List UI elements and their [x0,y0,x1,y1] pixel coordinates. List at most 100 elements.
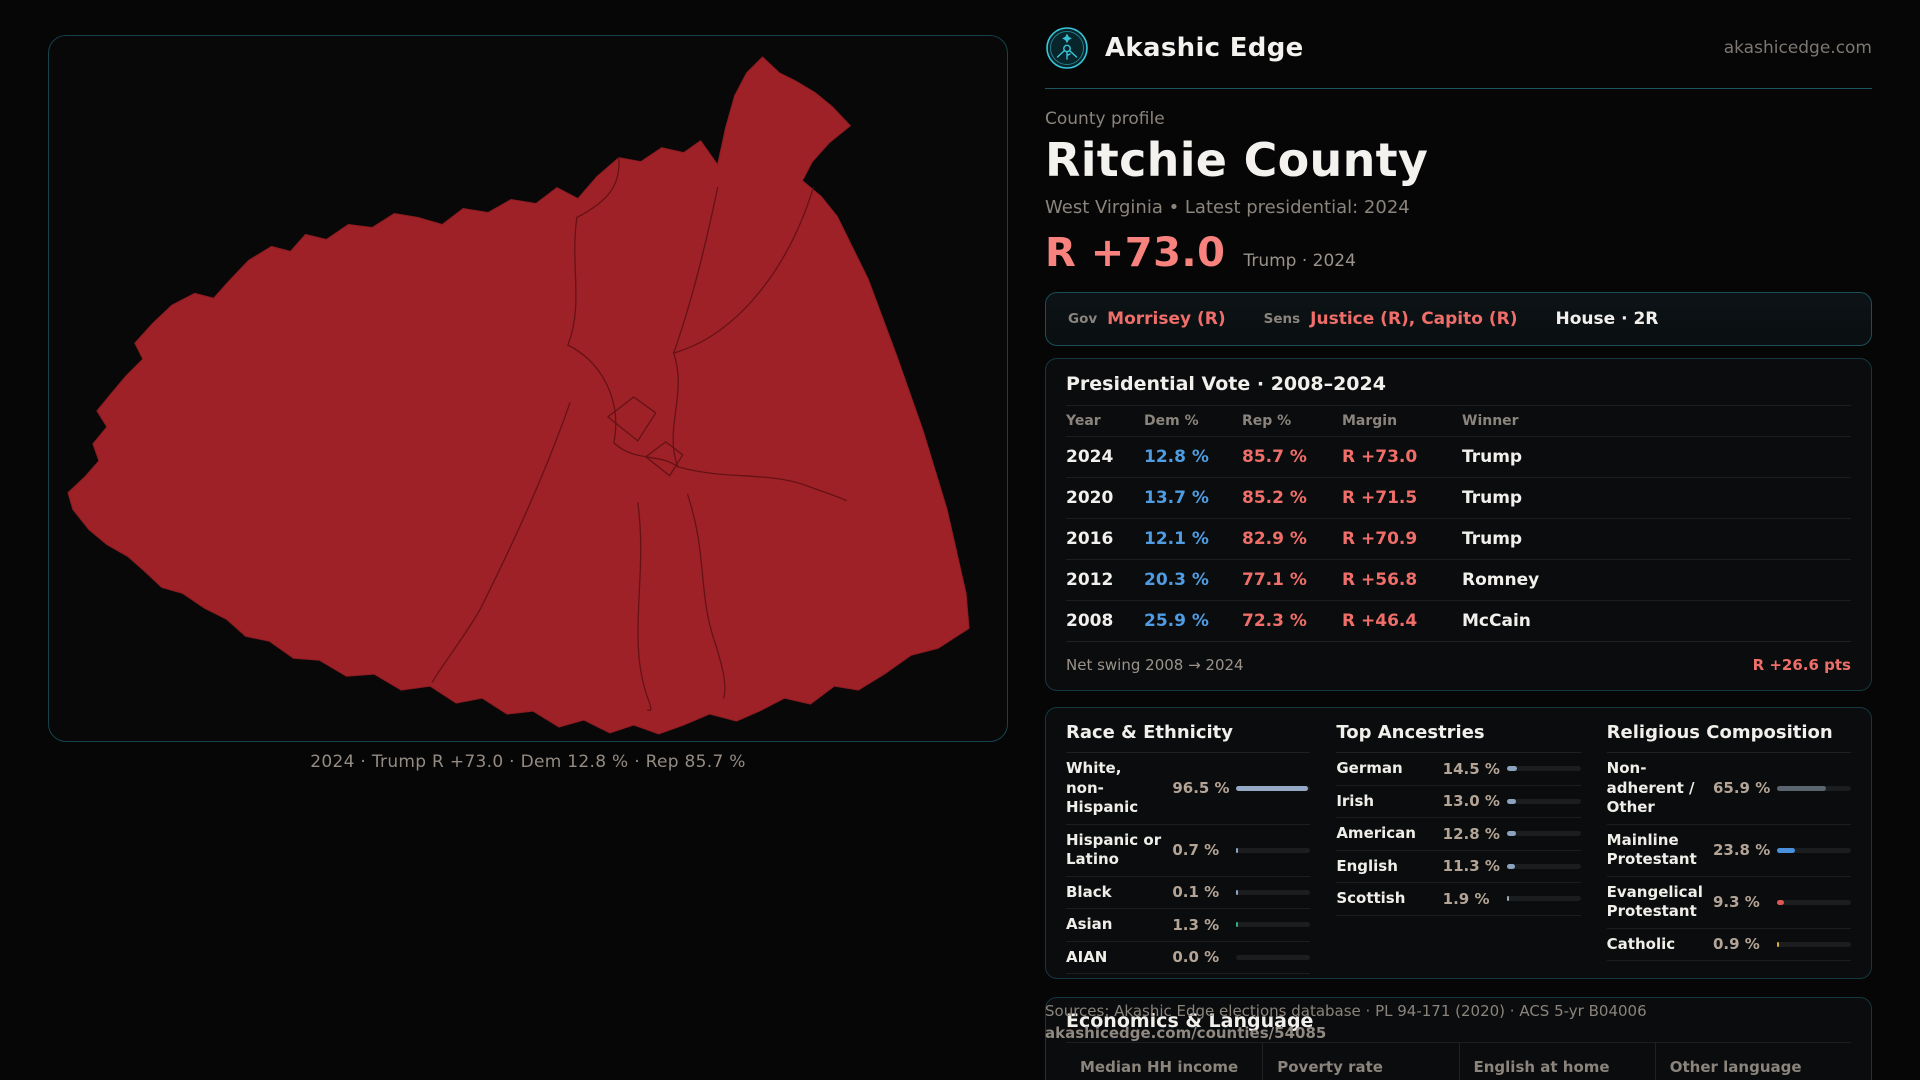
demographics-card: Race & Ethnicity White, non-Hispanic 96.5 … [1045,707,1872,979]
demo-value: 1.9 % [1442,889,1490,908]
stat-bar [1506,831,1581,837]
demo-value: 0.9 % [1712,935,1760,954]
vote-row: 2020 13.7 % 85.2 % R +71.5 Trump [1066,477,1851,518]
demo-label: German [1336,759,1403,777]
stat-bar [1776,847,1851,853]
vote-cell-win: Trump [1462,488,1523,508]
vote-row: 2012 20.3 % 77.1 % R +56.8 Romney [1066,559,1851,600]
demo-label: Irish [1336,791,1375,810]
demo-row: Hispanic or Latino 0.7 % [1066,825,1311,877]
vote-cell-rep: 72.3 % [1242,611,1307,631]
precinct-boundaries [431,157,847,712]
demo-label: White, non-Hispanic [1066,759,1139,816]
stat-bar-fill [1776,785,1826,791]
stat-bar-fill [1776,847,1795,853]
kicker: County profile [1045,109,1165,129]
demo-row: Scottish 1.9 % [1336,883,1581,916]
site-link[interactable]: akashicedge.com [1723,38,1872,58]
stat-bar [1506,798,1581,804]
vote-cell-mar: R +46.4 [1342,611,1418,631]
vote-col-header: Year [1066,413,1101,429]
vote-col-header: Rep % [1242,413,1292,429]
permalink[interactable]: akashicedge.com/counties/54085 [1045,1024,1327,1043]
econ-column: Median HH income [1066,1043,1262,1080]
officials-card: Gov Morrisey (R) Sens Justice (R), Capit… [1045,292,1872,346]
vote-cell-yr: 2012 [1066,570,1114,590]
vote-cell-rep: 85.2 % [1242,488,1307,508]
demo-value: 13.0 % [1442,792,1500,811]
demo-group-title: Top Ancestries [1336,708,1581,753]
demo-value: 0.0 % [1172,948,1220,967]
county-shape [67,56,970,735]
net-swing-value: R +26.6 pts [1752,656,1851,674]
vote-cell-mar: R +71.5 [1342,488,1418,508]
margin-context: Trump · 2024 [1243,251,1356,271]
vote-cell-mar: R +73.0 [1342,447,1418,467]
demo-row: Irish 13.0 % [1336,786,1581,818]
stat-bar-fill [1776,899,1784,905]
margin-headline: R +73.0 [1045,230,1226,276]
econ-column-header: Poverty rate [1277,1058,1383,1076]
demo-row: Evangelical Protestant 9.3 % [1606,877,1851,929]
vote-cell-dem: 20.3 % [1144,570,1209,590]
stat-bar-fill [1236,847,1239,853]
sens-label: Sens [1263,311,1301,327]
county-map-svg [67,56,970,735]
stat-bar-fill [1236,889,1239,895]
demo-value: 14.5 % [1442,759,1500,778]
county-subtitle: West Virginia • Latest presidential: 202… [1045,197,1410,218]
vote-row: 2008 25.9 % 72.3 % R +46.4 McCain [1066,600,1851,641]
econ-column-header: Median HH income [1080,1058,1239,1076]
header: Akashic Edge akashicedge.com [1045,0,1872,70]
demo-label: English [1336,856,1398,875]
vote-cell-yr: 2020 [1066,488,1114,508]
net-swing-row: Net swing 2008 → 2024 R +26.6 pts [1066,641,1851,690]
stat-bar-fill [1236,785,1308,791]
econ-column: Poverty rate [1262,1043,1458,1080]
vote-cell-yr: 2024 [1066,447,1114,467]
vote-cell-yr: 2016 [1066,529,1114,549]
brand-name: Akashic Edge [1105,33,1304,63]
county-map[interactable] [48,35,1008,742]
vote-col-header: Dem % [1144,413,1199,429]
demo-row: Asian 1.3 % [1066,909,1311,942]
demo-row: American 12.8 % [1336,818,1581,851]
demo-label: Hispanic or Latino [1066,830,1162,869]
vote-col-header: Winner [1462,413,1519,429]
demo-group-title: Race & Ethnicity [1066,708,1311,753]
demo-row: White, non-Hispanic 96.5 % [1066,753,1311,825]
demo-value: 0.1 % [1172,883,1220,902]
demo-label: Catholic [1606,934,1676,953]
demo-group: Top Ancestries German 14.5 % Irish 13.0 % Ame… [1336,708,1581,978]
econ-column: Other language [1654,1043,1851,1080]
governor-link[interactable]: Morrisey (R) [1107,309,1226,329]
demo-label: Scottish [1336,889,1406,907]
vote-cell-dem: 12.8 % [1144,447,1209,467]
demo-row: Black 0.1 % [1066,877,1311,909]
demo-label: Evangelical Protestant [1606,882,1703,921]
info-panel: Akashic Edge akashicedge.com County prof… [1045,0,1872,1080]
demo-row: AIAN 0.0 % [1066,942,1311,974]
demo-row: German 14.5 % [1336,753,1581,786]
net-swing-label: Net swing 2008 → 2024 [1066,656,1244,674]
margin-headline-row: R +73.0 Trump · 2024 [1045,230,1872,276]
demo-value: 11.3 % [1442,857,1500,876]
demo-label: AIAN [1066,947,1108,966]
vote-row: 2016 12.1 % 82.9 % R +70.9 Trump [1066,518,1851,559]
senators-link[interactable]: Justice (R), Capito (R) [1310,309,1518,329]
county-title: Ritchie County [1045,133,1429,187]
economics-columns: Median HH income Poverty rate English at h… [1066,1043,1851,1080]
demo-row: Catholic 0.9 % [1606,929,1851,961]
vote-cell-yr: 2008 [1066,611,1114,631]
vote-row: 2024 12.8 % 85.7 % R +73.0 Trump [1066,436,1851,477]
house-delegation: House · 2R [1555,309,1659,329]
stat-bar [1236,889,1311,895]
demo-group: Religious Composition Non-adherent / Othe… [1606,708,1851,978]
vote-col-header: Margin [1342,413,1398,429]
vote-cell-rep: 82.9 % [1242,529,1307,549]
econ-column-header: Other language [1669,1058,1802,1076]
demo-value: 1.3 % [1172,915,1220,934]
demo-value: 12.8 % [1442,824,1500,843]
stat-bar [1776,785,1851,791]
